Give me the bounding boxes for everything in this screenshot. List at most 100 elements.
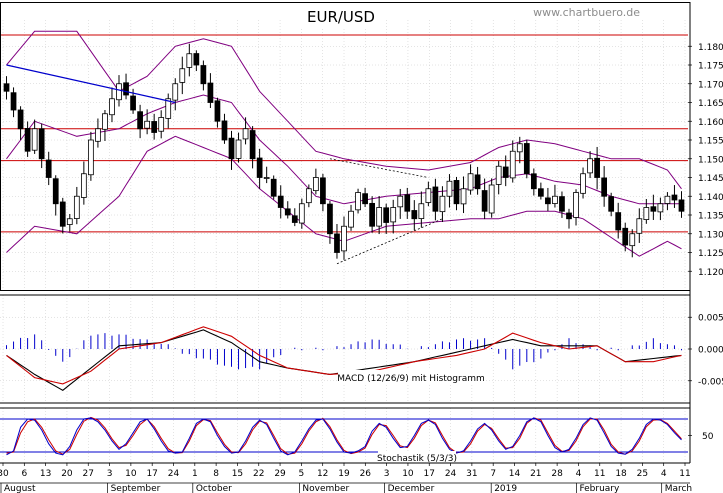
candle-body	[116, 83, 122, 101]
candle-body	[95, 128, 101, 142]
day-tick-label: 25	[637, 469, 648, 479]
candle-body	[137, 111, 143, 130]
candle-body	[573, 192, 579, 218]
day-tick-label: 19	[338, 469, 350, 479]
candle-body	[453, 180, 460, 205]
candle-body	[334, 233, 340, 253]
candle-body	[488, 184, 495, 214]
macd-label-box	[338, 370, 484, 384]
bollinger-middle	[6, 94, 682, 205]
candle-body	[45, 159, 52, 178]
chart-title: EUR/USD	[307, 8, 375, 26]
candle-body	[3, 83, 10, 92]
wedge-line	[336, 218, 443, 265]
day-tick-label: 4	[661, 469, 667, 479]
macd-panel: 0.005 0.000 -0.005 MACD (12/26/9) mit Hist…	[0, 295, 723, 403]
candle-body	[516, 143, 523, 153]
candle-body	[193, 53, 200, 66]
candle-body	[678, 199, 685, 212]
candle-body	[608, 196, 615, 212]
month-label: November	[302, 484, 349, 493]
candle-body	[629, 233, 636, 247]
candle-body	[538, 188, 544, 197]
candle-body	[305, 188, 312, 204]
candle-body	[369, 202, 375, 227]
month-label: March	[665, 484, 692, 493]
candle-body	[643, 207, 650, 220]
candle-body	[73, 195, 80, 219]
stoch-tick-label: 50	[702, 432, 714, 442]
candle-body	[66, 218, 73, 225]
candle-body	[172, 83, 179, 101]
day-tick-label: 11	[594, 469, 605, 479]
candle-body	[530, 173, 537, 190]
candle-body	[284, 208, 291, 216]
candle-body	[17, 109, 24, 130]
day-tick-label: 10	[402, 469, 414, 479]
candle-body	[390, 207, 397, 223]
price-tick-label: 1.145	[698, 174, 723, 184]
candle-body	[277, 195, 284, 208]
day-tick-label: 29	[274, 469, 286, 479]
candle-body	[10, 92, 17, 111]
candle-body	[376, 207, 383, 227]
candle-body	[439, 195, 446, 213]
candle-body	[566, 212, 572, 220]
candle-body	[622, 227, 629, 246]
candle-body	[425, 188, 432, 203]
day-tick-label: 28	[551, 469, 563, 479]
candle-body	[144, 120, 150, 129]
day-tick-label: 10	[125, 469, 137, 479]
price-grid	[0, 20, 688, 290]
candle-body	[102, 113, 108, 130]
candle-body	[123, 82, 129, 96]
candle-body	[460, 188, 467, 205]
candle-body	[601, 177, 608, 197]
candle-body	[404, 194, 411, 212]
day-tick-label: 30	[0, 469, 9, 479]
day-tick-label: 12	[317, 469, 328, 479]
price-tick-label: 1.180	[698, 43, 723, 53]
candle-body	[158, 117, 165, 132]
macd-tick-label: 0.005	[698, 314, 723, 324]
downtrend-line	[6, 64, 176, 104]
price-tick-label: 1.165	[698, 99, 723, 109]
candle-body	[179, 68, 186, 83]
candle-body	[474, 174, 481, 190]
macd-tick-label: 0.000	[698, 346, 723, 356]
candle-body	[523, 143, 530, 175]
candle-body	[320, 177, 326, 205]
candle-body	[657, 203, 664, 213]
candle-body	[200, 65, 207, 85]
candle-body	[24, 128, 31, 152]
month-label: September	[111, 484, 161, 493]
price-tick-label: 1.135	[698, 212, 723, 222]
day-tick-label: 24	[445, 469, 457, 479]
candle-body	[207, 82, 214, 103]
stoch-label-box	[378, 451, 456, 464]
candle-body	[671, 194, 678, 201]
channel-line	[329, 158, 429, 178]
candle-body	[59, 201, 66, 227]
candle-body	[313, 177, 319, 192]
day-tick-label: 26	[360, 469, 372, 479]
day-tick-label: 17	[424, 469, 435, 479]
candle-body	[88, 139, 94, 176]
price-axis-ticks: 1.180 1.175 1.170 1.165 1.160 1.155 1.150 1.145…	[688, 43, 723, 278]
price-tick-label: 1.155	[698, 137, 723, 147]
watermark: www.chartbuero.de	[533, 6, 640, 19]
candle-body	[664, 195, 671, 204]
candle-body	[502, 166, 509, 178]
price-tick-label: 1.175	[698, 62, 723, 72]
candle-body	[446, 180, 453, 197]
day-tick-label: 8	[213, 469, 219, 479]
stoch-d-line	[6, 416, 682, 455]
x-axis: 30 6 13 20 27 3 10 17 24 1 8 15 22 29 5 12 19 26 3 10 17 24 31…	[0, 463, 692, 493]
candle-body	[214, 100, 221, 122]
macd-label: MACD (12/26/9) mit Histogramm	[337, 374, 485, 384]
candle-body	[298, 203, 305, 224]
price-tick-label: 1.160	[698, 118, 723, 128]
candle-body	[615, 212, 622, 231]
